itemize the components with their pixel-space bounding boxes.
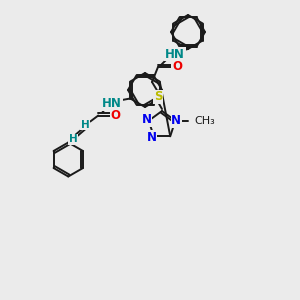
Text: HN: HN xyxy=(165,47,185,61)
Text: N: N xyxy=(147,131,157,144)
Text: H: H xyxy=(81,119,90,130)
Text: N: N xyxy=(142,113,152,126)
Text: O: O xyxy=(172,61,182,74)
Text: HN: HN xyxy=(102,97,122,110)
Text: CH₃: CH₃ xyxy=(194,116,215,126)
Text: S: S xyxy=(154,91,162,103)
Text: O: O xyxy=(110,109,120,122)
Text: H: H xyxy=(69,134,78,145)
Text: N: N xyxy=(171,114,181,127)
